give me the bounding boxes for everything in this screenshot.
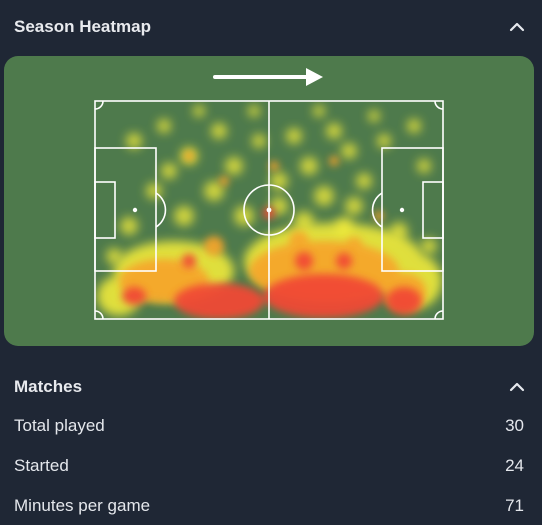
stat-value: 30 bbox=[505, 416, 524, 435]
stat-row-total-played: Total played 30 bbox=[0, 414, 542, 438]
stat-label: Started bbox=[14, 456, 69, 475]
stat-label: Minutes per game bbox=[14, 496, 151, 515]
heatmap-section-header: Season Heatmap bbox=[0, 14, 542, 40]
matches-section-header: Matches bbox=[0, 374, 542, 400]
chevron-up-icon[interactable] bbox=[506, 16, 528, 38]
stat-value: 71 bbox=[505, 496, 524, 515]
heatmap-pitch bbox=[94, 68, 444, 320]
arrow-right-icon bbox=[213, 68, 323, 86]
heat-layer bbox=[97, 105, 442, 319]
heatmap-card bbox=[4, 56, 534, 346]
stat-row-minutes-per-game: Minutes per game 71 bbox=[0, 494, 542, 518]
stat-row-started: Started 24 bbox=[0, 454, 542, 478]
heatmap-section-title: Season Heatmap bbox=[14, 17, 151, 36]
matches-section-title: Matches bbox=[14, 377, 83, 396]
stat-label: Total played bbox=[14, 416, 105, 435]
stat-value: 24 bbox=[505, 456, 524, 475]
chevron-up-icon[interactable] bbox=[506, 376, 528, 398]
